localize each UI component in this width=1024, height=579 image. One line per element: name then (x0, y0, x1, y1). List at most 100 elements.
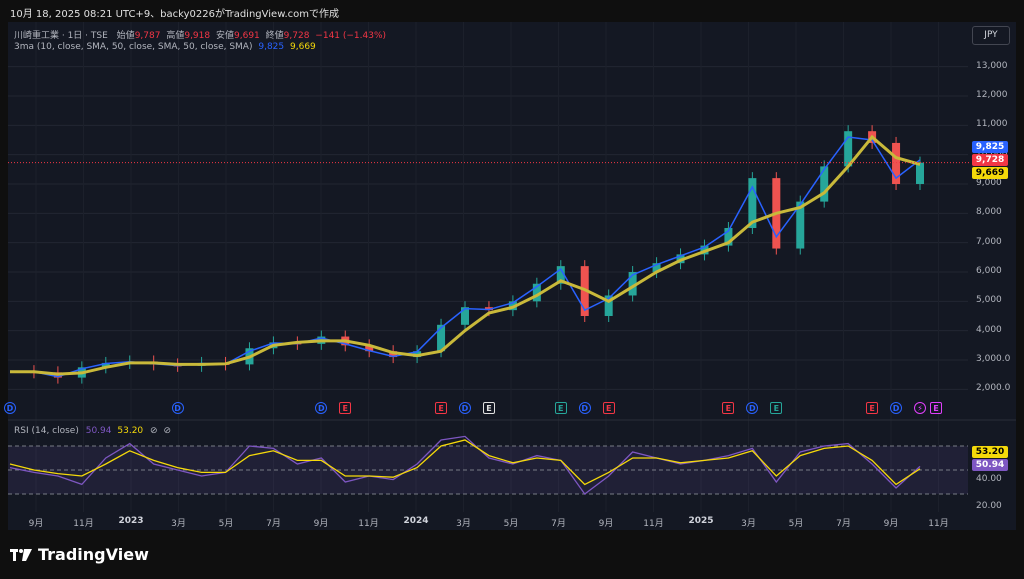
high-value: 9,918 (184, 31, 211, 41)
time-axis-label: 2024 (403, 516, 429, 526)
dividend-event-icon[interactable]: D (4, 402, 16, 414)
time-axis-label: 7月 (266, 519, 281, 529)
rsi-tag: 50.94 (972, 459, 1008, 471)
candle-body (652, 263, 661, 272)
time-axis-label: 11月 (643, 519, 664, 529)
candle-body (604, 295, 613, 316)
visibility-icon[interactable]: ⊘ (163, 426, 171, 436)
sma10-line (9, 136, 921, 378)
time-axis-label: 9月 (883, 519, 899, 529)
price-axis-label: 9,000 (976, 178, 1002, 188)
candle-body (892, 142, 901, 184)
price-axis-label: 12,000 (976, 90, 1008, 100)
price-axis-label: 3,000.0 (976, 354, 1011, 364)
price-axis-label: 5,000 (976, 295, 1002, 306)
time-axis-label: 11月 (928, 519, 949, 529)
low-value: 9,691 (234, 31, 260, 41)
dividend-event-icon[interactable]: D (890, 402, 903, 414)
price-axis-label: 11,000 (976, 119, 1008, 130)
earnings-event-icon[interactable]: E (554, 402, 567, 414)
rsi-ma-tag: 53.20 (972, 446, 1008, 458)
earnings-event-icon[interactable]: E (482, 402, 495, 414)
chart-panel (8, 22, 1016, 530)
rsi-axis-label: 40.00 (976, 474, 1002, 484)
tradingview-brand: TradingView (10, 545, 149, 564)
price-axis-label: 6,000 (976, 266, 1002, 276)
ma-fast-value: 9,825 (258, 42, 285, 52)
price-axis-label: 4,000 (976, 324, 1002, 335)
time-axis-label: 7月 (836, 519, 851, 529)
tradingview-logo-icon (10, 546, 32, 561)
ma-legend[interactable]: 3ma (10, close, SMA, 50, close, SMA, 50,… (14, 42, 316, 52)
time-axis-label: 9月 (598, 519, 614, 529)
time-axis-label: 5月 (218, 519, 234, 529)
high-label: 高値 (166, 31, 185, 41)
open-value: 9,787 (134, 31, 161, 41)
ma-slow-value: 9,669 (290, 42, 316, 52)
close-value: 9,728 (283, 31, 310, 41)
rsi-label: RSI (14, close) (14, 426, 79, 436)
candle-body (484, 307, 493, 311)
time-axis-label: 3月 (171, 519, 186, 529)
top-bar: 10月 18, 2025 08:21 UTC+9、backy0226がTradi… (0, 0, 1024, 22)
price-axis-label: 7,000 (976, 236, 1002, 247)
dividend-event-icon[interactable]: D (578, 402, 591, 414)
change-value: −141 (−1.43%) (315, 31, 387, 41)
earnings-event-icon[interactable]: E (339, 402, 352, 414)
candle-body (628, 272, 637, 296)
ma-slow-tag: 9,669 (972, 167, 1008, 179)
symbol-name: 川崎重工業 · 1日 · TSE (14, 31, 108, 41)
dividend-event-icon[interactable]: D (746, 402, 759, 414)
candle-body (437, 324, 446, 352)
currency-button[interactable]: JPY (972, 26, 1010, 45)
time-axis-label: 9月 (313, 519, 329, 529)
candle-body (916, 162, 924, 184)
time-axis-label: 9月 (28, 519, 44, 529)
header-text: 10月 18, 2025 08:21 UTC+9、backy0226がTradi… (10, 9, 339, 20)
time-axis-label: 5月 (503, 519, 519, 529)
earnings-event-icon[interactable]: E (770, 402, 783, 414)
candle-body (844, 131, 853, 167)
price-axis-label: 2,000.0 (976, 383, 1011, 394)
price-axis-label: 13,000 (976, 60, 1008, 71)
candle-body (748, 178, 757, 228)
time-axis-label: 11月 (73, 519, 94, 529)
split-event-icon[interactable]: ⚡ (914, 402, 926, 414)
rsi-line (9, 435, 921, 495)
close-label: 終値 (265, 31, 284, 41)
earnings-event-icon[interactable]: E (722, 402, 735, 414)
earnings-event-icon[interactable]: E (435, 402, 448, 414)
price-axis-label: 8,000 (976, 207, 1002, 218)
rsi-axis-label: 20.00 (976, 501, 1002, 511)
ma-fast-tag: 9,825 (972, 141, 1008, 153)
candle-body (820, 166, 829, 202)
dividend-event-icon[interactable]: D (459, 402, 471, 414)
rsi-value: 50.94 (85, 426, 112, 436)
ma-label: 3ma (10, close, SMA, 50, close, SMA, 50,… (14, 42, 253, 52)
time-axis-label: 11月 (358, 519, 379, 529)
candle-body (101, 362, 110, 368)
close-price-tag: 9,728 (972, 154, 1008, 166)
earnings-event-icon[interactable]: E (866, 402, 879, 414)
earnings-event-icon[interactable]: E (602, 402, 615, 414)
dividend-event-icon[interactable]: D (315, 402, 328, 414)
low-label: 安値 (215, 31, 234, 41)
candle-body (365, 345, 374, 352)
open-label: 始値 (116, 31, 135, 41)
candle-body (461, 307, 469, 325)
time-axis-label: 7月 (551, 519, 566, 529)
brand-name: TradingView (38, 545, 149, 564)
rsi-ma-line (9, 439, 921, 486)
dividend-event-icon[interactable]: D (171, 402, 184, 414)
sma50-line (10, 134, 921, 376)
time-axis-label: 3月 (456, 519, 471, 529)
time-axis-label: 2023 (118, 516, 144, 526)
price-chart[interactable] (8, 22, 1016, 530)
rsi-legend[interactable]: RSI (14, close) 50.94 53.20 ⊘ ⊘ (14, 426, 171, 436)
visibility-icon[interactable]: ⊘ (150, 426, 158, 436)
time-axis-label: 2025 (688, 516, 714, 526)
candle-body (796, 201, 805, 249)
candle-body (556, 266, 565, 284)
time-axis-label: 5月 (788, 519, 804, 529)
earnings-event-icon[interactable]: E (930, 402, 942, 414)
